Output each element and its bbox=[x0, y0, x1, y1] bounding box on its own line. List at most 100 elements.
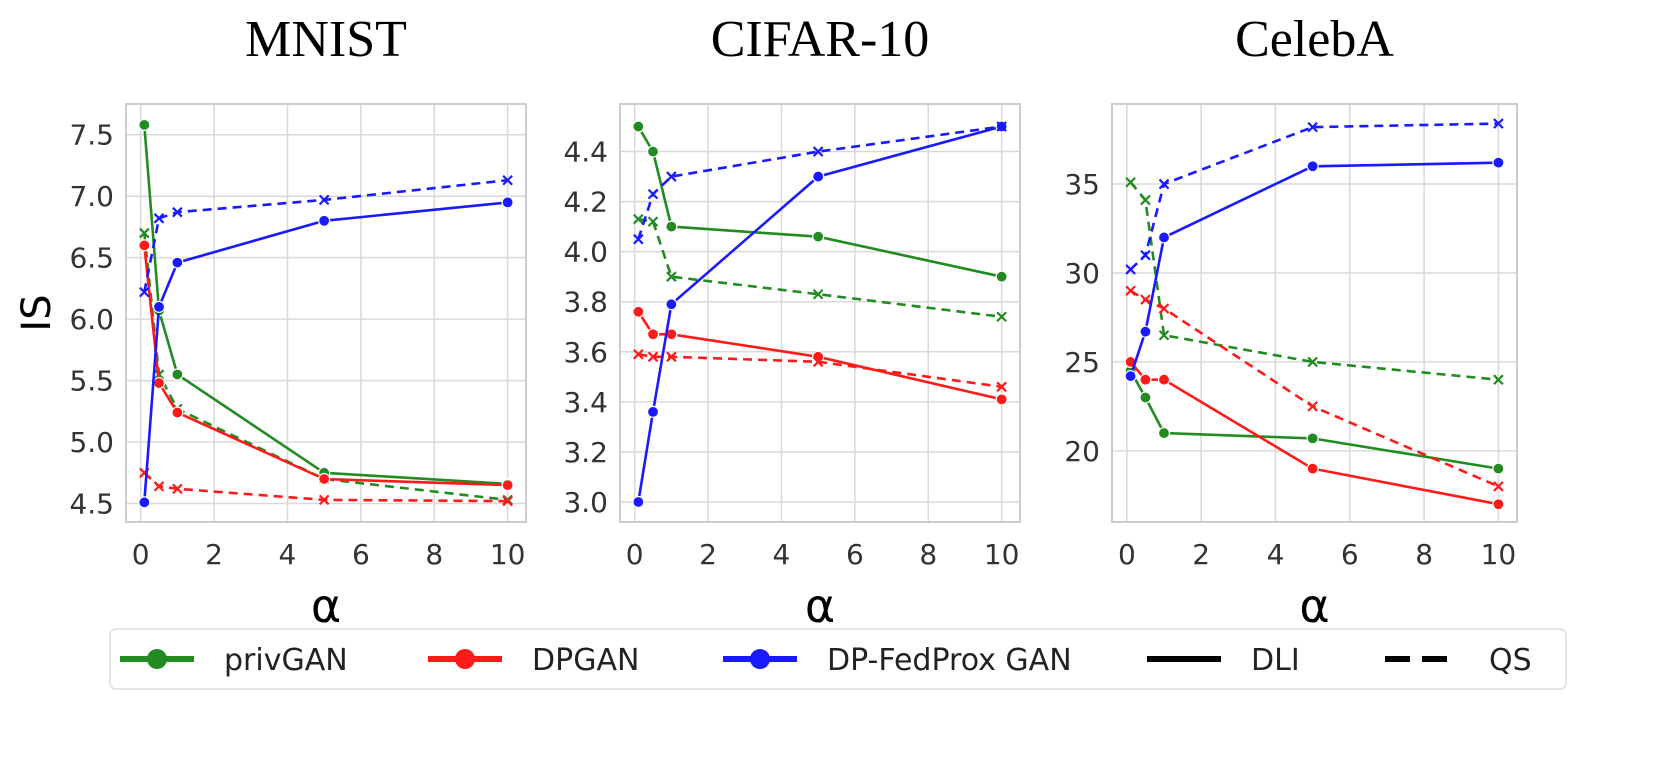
plot-frame bbox=[125, 103, 527, 523]
legend-entry-dp-fedprox-gan: DP-FedProx GAN bbox=[723, 643, 1072, 678]
data-point-privgan-qs bbox=[139, 227, 150, 239]
x-tick-label: 8 bbox=[919, 538, 937, 571]
data-point-privgan-dli bbox=[632, 120, 645, 133]
data-point-dpgan-qs bbox=[1140, 294, 1151, 305]
y-tick-label: 6.0 bbox=[69, 303, 114, 336]
data-point-dpgan-qs bbox=[996, 381, 1007, 393]
legend-entry-privgan: privGAN bbox=[120, 643, 348, 678]
legend-label: DP-FedProx GAN bbox=[827, 643, 1072, 678]
data-point-dp-fedprox-gan-dli bbox=[501, 196, 514, 209]
series-line-dp-fedprox-gan-qs bbox=[1129, 122, 1499, 271]
legend-label: QS bbox=[1489, 643, 1532, 678]
x-tick-label: 0 bbox=[1118, 538, 1136, 571]
x-axis-label: α bbox=[1299, 579, 1329, 633]
chart-title: CIFAR-10 bbox=[711, 11, 930, 68]
data-point-dpgan-qs bbox=[666, 351, 677, 363]
data-point-dpgan-qs bbox=[633, 349, 644, 360]
data-point-privgan-dli bbox=[138, 118, 151, 132]
y-tick-label: 3.0 bbox=[563, 486, 608, 519]
data-point-dp-fedprox-gan-qs bbox=[153, 213, 165, 224]
data-point-dp-fedprox-gan-dli bbox=[138, 496, 151, 509]
data-point-dpgan-qs bbox=[153, 481, 165, 492]
data-point-dpgan-qs bbox=[1307, 401, 1318, 412]
x-tick-label: 0 bbox=[132, 538, 150, 571]
data-point-dpgan-qs bbox=[1125, 285, 1136, 297]
series-line-dp-fedprox-gan-dli bbox=[1129, 161, 1499, 377]
legend-label: DLI bbox=[1251, 643, 1300, 678]
data-point-dpgan-dli bbox=[501, 479, 514, 492]
x-tick-label: 8 bbox=[1415, 538, 1433, 571]
y-tick-label: 4.0 bbox=[563, 236, 608, 269]
x-tick-label: 10 bbox=[1481, 538, 1517, 571]
legend-label: DPGAN bbox=[532, 643, 639, 678]
y-tick-label: 4.2 bbox=[563, 186, 608, 219]
legend-label: privGAN bbox=[224, 643, 348, 678]
data-point-dpgan-qs bbox=[1493, 481, 1504, 492]
data-point-privgan-dli bbox=[812, 230, 825, 243]
legend-entry-dpgan: DPGAN bbox=[428, 643, 639, 678]
data-point-dp-fedprox-gan-dli bbox=[1124, 370, 1137, 383]
data-point-dp-fedprox-gan-qs bbox=[1493, 118, 1504, 129]
data-point-privgan-qs bbox=[1307, 356, 1318, 368]
x-tick-label: 2 bbox=[205, 538, 223, 571]
data-point-dp-fedprox-gan-qs bbox=[812, 146, 824, 157]
data-point-privgan-qs bbox=[1158, 329, 1170, 341]
x-tick-label: 2 bbox=[699, 538, 717, 571]
data-point-dp-fedprox-gan-dli bbox=[665, 298, 678, 311]
data-point-dpgan-qs bbox=[502, 495, 513, 507]
y-tick-label: 5.5 bbox=[69, 365, 114, 398]
y-tick-label: 35 bbox=[1064, 168, 1100, 201]
data-point-privgan-dli bbox=[1139, 391, 1152, 404]
x-axis-label: α bbox=[311, 579, 341, 633]
x-tick-label: 4 bbox=[279, 538, 297, 571]
data-point-dp-fedprox-gan-dli bbox=[1157, 231, 1171, 244]
legend-entry-qs: QS bbox=[1385, 643, 1532, 678]
data-point-privgan-dli bbox=[171, 368, 184, 381]
data-point-privgan-dli bbox=[995, 270, 1008, 283]
data-point-dpgan-qs bbox=[647, 351, 659, 363]
data-point-dp-fedprox-gan-dli bbox=[1492, 156, 1505, 169]
data-point-privgan-dli bbox=[665, 220, 678, 233]
series-line-privgan-dli bbox=[1129, 370, 1499, 470]
data-point-dp-fedprox-gan-dli bbox=[318, 214, 331, 227]
data-point-dp-fedprox-gan-qs bbox=[1125, 264, 1136, 275]
series-line-dp-fedprox-gan-dli bbox=[637, 125, 1003, 503]
y-tick-label: 5.0 bbox=[69, 426, 114, 459]
legend-box bbox=[109, 628, 1567, 690]
chart-panel-mnist: 0 2 4 6 8 10 4.5 5.0 5.5 6.0 6.5 7.0 7.5 MNIST α IS bbox=[14, 11, 527, 633]
x-tick-label: 4 bbox=[1267, 538, 1285, 571]
data-point-dpgan-dli bbox=[138, 239, 151, 252]
data-point-privgan-dli bbox=[1492, 462, 1505, 475]
data-point-dp-fedprox-gan-qs bbox=[172, 206, 183, 218]
x-tick-label: 4 bbox=[773, 538, 791, 571]
data-point-dp-fedprox-gan-dli bbox=[812, 170, 825, 183]
series-line-privgan-dli bbox=[143, 124, 508, 486]
x-tick-label: 10 bbox=[984, 538, 1020, 571]
y-tick-label: 25 bbox=[1064, 346, 1100, 379]
data-point-dpgan-qs bbox=[172, 483, 183, 495]
series-line-dp-fedprox-gan-dli bbox=[143, 201, 508, 503]
y-axis-label: IS bbox=[14, 294, 60, 331]
data-point-dpgan-dli bbox=[646, 328, 660, 341]
data-point-privgan-qs bbox=[812, 288, 824, 300]
data-point-privgan-qs bbox=[996, 311, 1007, 323]
data-point-dpgan-dli bbox=[632, 305, 645, 318]
data-point-dpgan-qs bbox=[1158, 303, 1170, 314]
data-point-dp-fedprox-gan-qs bbox=[318, 194, 330, 206]
series-line-dpgan-qs bbox=[1129, 289, 1499, 488]
x-tick-label: 6 bbox=[352, 538, 370, 571]
data-point-dp-fedprox-gan-qs bbox=[647, 188, 659, 200]
data-point-dp-fedprox-gan-dli bbox=[1306, 160, 1319, 173]
data-point-privgan-dli bbox=[1157, 426, 1171, 440]
legend-entry-dli: DLI bbox=[1147, 643, 1300, 678]
data-point-dpgan-dli bbox=[1492, 498, 1505, 511]
y-tick-label: 20 bbox=[1064, 435, 1100, 468]
data-point-dp-fedprox-gan-qs bbox=[666, 171, 677, 182]
data-point-dp-fedprox-gan-dli bbox=[1139, 325, 1152, 338]
y-tick-label: 7.5 bbox=[69, 119, 114, 152]
y-tick-label: 7.0 bbox=[69, 180, 114, 213]
data-point-dpgan-dli bbox=[318, 472, 331, 486]
legend-marker bbox=[147, 649, 167, 669]
y-tick-label: 4.4 bbox=[563, 136, 608, 169]
data-point-dp-fedprox-gan-qs bbox=[139, 286, 150, 298]
